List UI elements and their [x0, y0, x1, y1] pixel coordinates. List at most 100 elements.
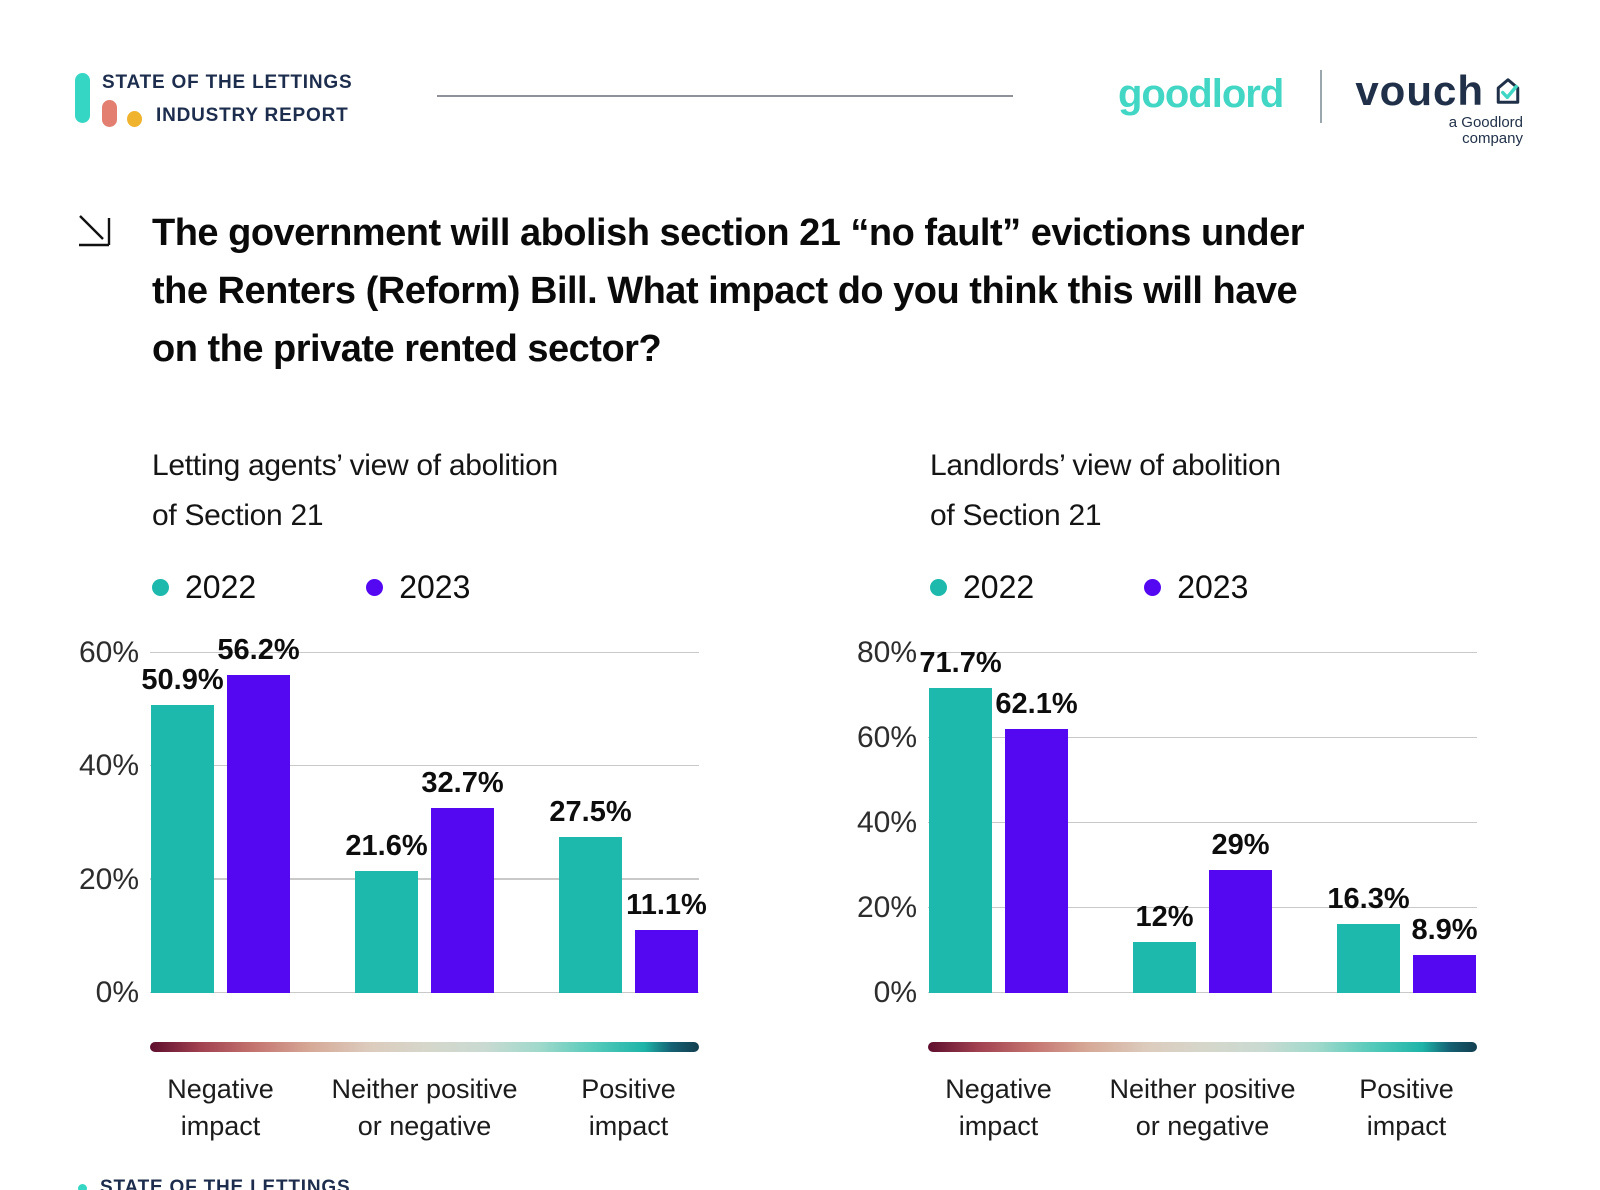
question-title: The government will abolish section 21 “…	[152, 204, 1305, 378]
gridline	[928, 821, 1477, 823]
logo-text: STATE OF THE LETTINGS INDUSTRY REPORT	[102, 72, 352, 127]
category-labels: Negative impact Neither positive or negativ…	[150, 1071, 699, 1151]
bar-2022-2: 16.3%	[1327, 883, 1410, 993]
gridline	[928, 991, 1477, 993]
bar-2023-0: 56.2%	[217, 634, 300, 993]
vouch-wordmark: vouch	[1355, 67, 1484, 114]
legend-dot-2022	[930, 578, 947, 596]
y-tick-label: 40%	[78, 749, 139, 783]
gridline	[150, 991, 699, 993]
legend-label-2023: 2023	[399, 568, 471, 605]
chart-title: Landlords’ view of abolition of Section …	[930, 441, 1477, 541]
category-label: Positive impact	[581, 1074, 676, 1141]
gridline	[150, 651, 699, 653]
bar-2023-1: 29%	[1209, 829, 1272, 993]
chart-title-line2: of Section 21	[930, 499, 1102, 532]
value-label: 12%	[1135, 901, 1194, 933]
y-tick-label: 0%	[873, 976, 917, 1009]
bar-group: 21.6% 32.7%	[345, 653, 504, 993]
goodlord-logo: goodlord	[1118, 72, 1284, 116]
chart-title-line1: Letting agents’ view of abolition	[152, 449, 558, 482]
header-divider-line	[437, 95, 1013, 97]
plot-area: 71.7% 62.1% 12% 29% 16.3% 8.9%	[919, 647, 1478, 993]
y-axis: 80% 60% 40% 20% 0%	[853, 638, 917, 1008]
gridline	[150, 764, 699, 767]
bar-2022-0: 50.9%	[141, 664, 224, 993]
question-line-3: on the private rented sector?	[152, 328, 662, 370]
vouch-tagline-line1: a Goodlord	[1448, 114, 1523, 131]
value-label: 71.7%	[919, 647, 1002, 680]
value-label: 16.3%	[1327, 882, 1410, 915]
bar-2023-2: 11.1%	[626, 889, 707, 993]
logo-text-line1: STATE OF THE LETTINGS	[102, 72, 353, 93]
value-label: 11.1%	[626, 889, 707, 922]
bar-2023-0: 62.1%	[995, 688, 1078, 993]
value-label: 21.6%	[345, 829, 428, 862]
logo-separator	[1320, 70, 1322, 123]
category-label: Negative impact	[167, 1074, 274, 1141]
legend-item-2023: 2023	[1144, 569, 1248, 606]
chart-title-line2: of Section 21	[152, 499, 324, 532]
question-line-1: The government will abolish section 21 “…	[152, 212, 1305, 254]
bar-2023-2: 8.9%	[1411, 914, 1478, 993]
value-label: 56.2%	[217, 633, 300, 666]
bar-2022-1: 12%	[1133, 901, 1196, 993]
category-label: Positive impact	[1359, 1074, 1454, 1141]
state-of-lettings-logo: STATE OF THE LETTINGS INDUSTRY REPORT	[75, 72, 352, 127]
category-gradient-bar	[928, 1042, 1477, 1052]
legend-label-2022: 2022	[185, 568, 257, 605]
bar-2022-0: 71.7%	[919, 647, 1002, 993]
logo-salmon-bar	[102, 100, 117, 127]
bar-group: 71.7% 62.1%	[919, 647, 1078, 993]
category-label: Neither positive or negative	[1109, 1074, 1296, 1141]
y-tick-label: 80%	[856, 636, 917, 669]
bar-2022-1: 21.6%	[345, 830, 428, 993]
bar-2023-1: 32.7%	[421, 767, 504, 993]
footer-teal-dot	[78, 1183, 87, 1190]
bar-2022-2: 27.5%	[549, 796, 632, 993]
category-gradient-bar	[150, 1042, 699, 1052]
bar-group: 16.3% 8.9%	[1327, 653, 1478, 993]
legend-item-2023: 2023	[366, 569, 470, 606]
value-label: 50.9%	[141, 663, 224, 696]
vouch-house-icon	[1496, 78, 1520, 104]
y-tick-label: 20%	[78, 862, 139, 896]
y-tick-label: 40%	[856, 806, 917, 839]
value-label: 62.1%	[995, 688, 1078, 721]
bar-group: 12% 29%	[1133, 653, 1272, 993]
chart-legend: 2022 2023	[930, 568, 1477, 606]
value-label: 27.5%	[549, 796, 632, 829]
value-label: 29%	[1211, 828, 1270, 861]
charts-row: Letting agents’ view of abolition of Sec…	[75, 437, 1478, 1151]
footer-text: STATE OF THE LETTINGS	[100, 1177, 351, 1190]
gridline	[928, 736, 1477, 738]
y-tick-label: 60%	[856, 721, 917, 754]
bar-group: 50.9% 56.2%	[141, 634, 300, 993]
chart-title: Letting agents’ view of abolition of Sec…	[152, 441, 699, 541]
y-tick-label: 60%	[78, 636, 139, 669]
vouch-tagline-line2: company	[1462, 130, 1523, 147]
legend-label-2022: 2022	[963, 568, 1035, 605]
category-label: Negative impact	[945, 1074, 1052, 1141]
chart-legend: 2022 2023	[152, 568, 699, 606]
landlords-chart: Landlords’ view of abolition of Section …	[853, 437, 1478, 1151]
legend-dot-2023	[366, 578, 384, 596]
gridline	[928, 651, 1477, 653]
legend-label-2023: 2023	[1177, 568, 1249, 605]
legend-item-2022: 2022	[152, 569, 256, 606]
question-line-2: the Renters (Reform) Bill. What impact d…	[152, 270, 1298, 312]
bar-groups: 71.7% 62.1% 12% 29% 16.3% 8.9%	[919, 647, 1478, 993]
gridline	[928, 906, 1477, 908]
y-axis: 60% 40% 20% 0%	[75, 638, 139, 1008]
gridline	[150, 878, 699, 880]
logo-teal-bar	[75, 73, 90, 123]
legend-dot-2023	[1144, 578, 1162, 596]
value-label: 8.9%	[1411, 914, 1478, 947]
chart-title-line1: Landlords’ view of abolition	[930, 449, 1281, 482]
logo-yellow-dot	[127, 111, 142, 127]
bar-group: 27.5% 11.1%	[549, 653, 707, 993]
southeast-arrow-icon	[79, 215, 111, 247]
legend-item-2022: 2022	[930, 569, 1034, 606]
logo-text-line2: INDUSTRY REPORT	[156, 105, 349, 126]
letting-agents-chart: Letting agents’ view of abolition of Sec…	[75, 437, 707, 1151]
